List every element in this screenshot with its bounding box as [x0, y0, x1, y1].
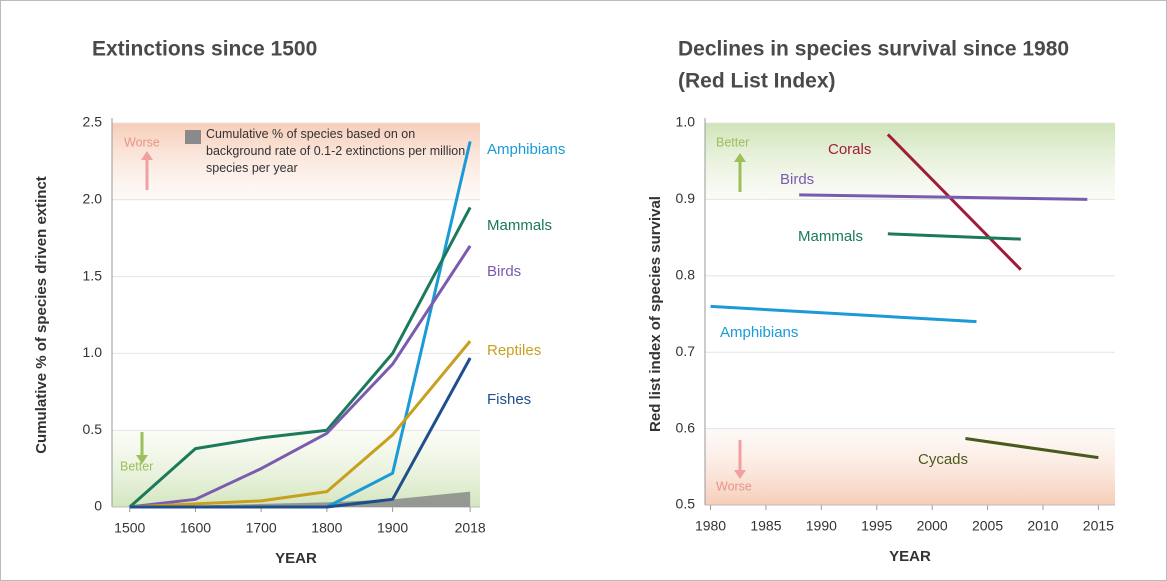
chart-title: Extinctions since 1500 [92, 38, 317, 61]
y-axis-title: Red list index of species survival [647, 196, 664, 432]
y-tick-label: 0.5 [83, 421, 103, 437]
series-line [129, 340, 472, 509]
series-label: Fishes [487, 391, 531, 408]
series-line [886, 133, 1022, 271]
x-tick-label: 1900 [377, 520, 408, 536]
band-top [112, 123, 480, 200]
annotation: Better [120, 459, 153, 473]
x-tick-label: 2015 [1083, 518, 1114, 534]
series-line [129, 357, 472, 509]
series-line [965, 437, 1099, 460]
series-label: Amphibians [720, 324, 798, 341]
area-legend-swatch [185, 130, 201, 144]
y-tick-label: 1.5 [83, 267, 103, 283]
series-line [887, 232, 1021, 241]
y-tick-label: 0.7 [676, 343, 696, 359]
y-tick-label: 1.0 [83, 344, 103, 360]
x-tick-label: 1995 [861, 518, 892, 534]
x-tick-label: 2018 [455, 520, 486, 536]
series-label: Mammals [487, 217, 552, 234]
series-line [710, 304, 977, 324]
y-axis-title: Cumulative % of species driven extinct [33, 176, 50, 454]
x-tick-label: 2010 [1027, 518, 1058, 534]
annotation: Better [716, 135, 749, 149]
series-line [799, 193, 1088, 201]
annotation: Worse [716, 479, 752, 493]
x-axis-title: YEAR [889, 548, 931, 565]
series-label: Birds [487, 263, 521, 280]
y-tick-label: 0.6 [676, 419, 696, 435]
y-tick-label: 0.8 [676, 267, 696, 283]
annotation-arrowhead [141, 151, 153, 160]
annotation-arrowhead [734, 470, 746, 479]
annotation-arrowhead [136, 455, 148, 464]
series-label: Amphibians [487, 141, 565, 158]
x-tick-label: 1800 [311, 520, 342, 536]
y-tick-label: 2.0 [83, 191, 103, 207]
background-area [129, 491, 471, 507]
x-axis-title: YEAR [275, 550, 317, 567]
x-tick-label: 1500 [114, 520, 145, 536]
series-line [128, 206, 472, 509]
series-label: Mammals [798, 228, 863, 245]
series-label: Corals [828, 141, 871, 158]
annotation: Worse [124, 135, 160, 149]
x-tick-label: 1990 [806, 518, 837, 534]
x-tick-label: 1700 [246, 520, 277, 536]
area-legend-text: Cumulative % of species based on on back… [206, 127, 466, 175]
chart-subtitle: (Red List Index) [678, 70, 836, 93]
series-label: Cycads [918, 451, 968, 468]
chart-title: Declines in species survival since 1980 [678, 38, 1069, 61]
y-tick-label: 0.9 [676, 190, 696, 206]
x-tick-label: 1600 [180, 520, 211, 536]
band-bottom [705, 428, 1115, 505]
y-tick-label: 1.0 [676, 114, 696, 130]
series-label: Reptiles [487, 342, 541, 359]
y-tick-label: 2.5 [83, 114, 103, 130]
area-legend: Cumulative % of species based on on back… [206, 127, 466, 175]
x-tick-label: 2005 [972, 518, 1003, 534]
x-tick-label: 1980 [695, 518, 726, 534]
x-tick-label: 2000 [917, 518, 948, 534]
x-tick-label: 1985 [750, 518, 781, 534]
y-tick-label: 0 [94, 498, 102, 514]
annotation-arrowhead [734, 153, 746, 162]
y-tick-label: 0.5 [676, 496, 696, 512]
series-label: Birds [780, 171, 814, 188]
band-top [705, 123, 1115, 200]
series-line [129, 245, 472, 509]
